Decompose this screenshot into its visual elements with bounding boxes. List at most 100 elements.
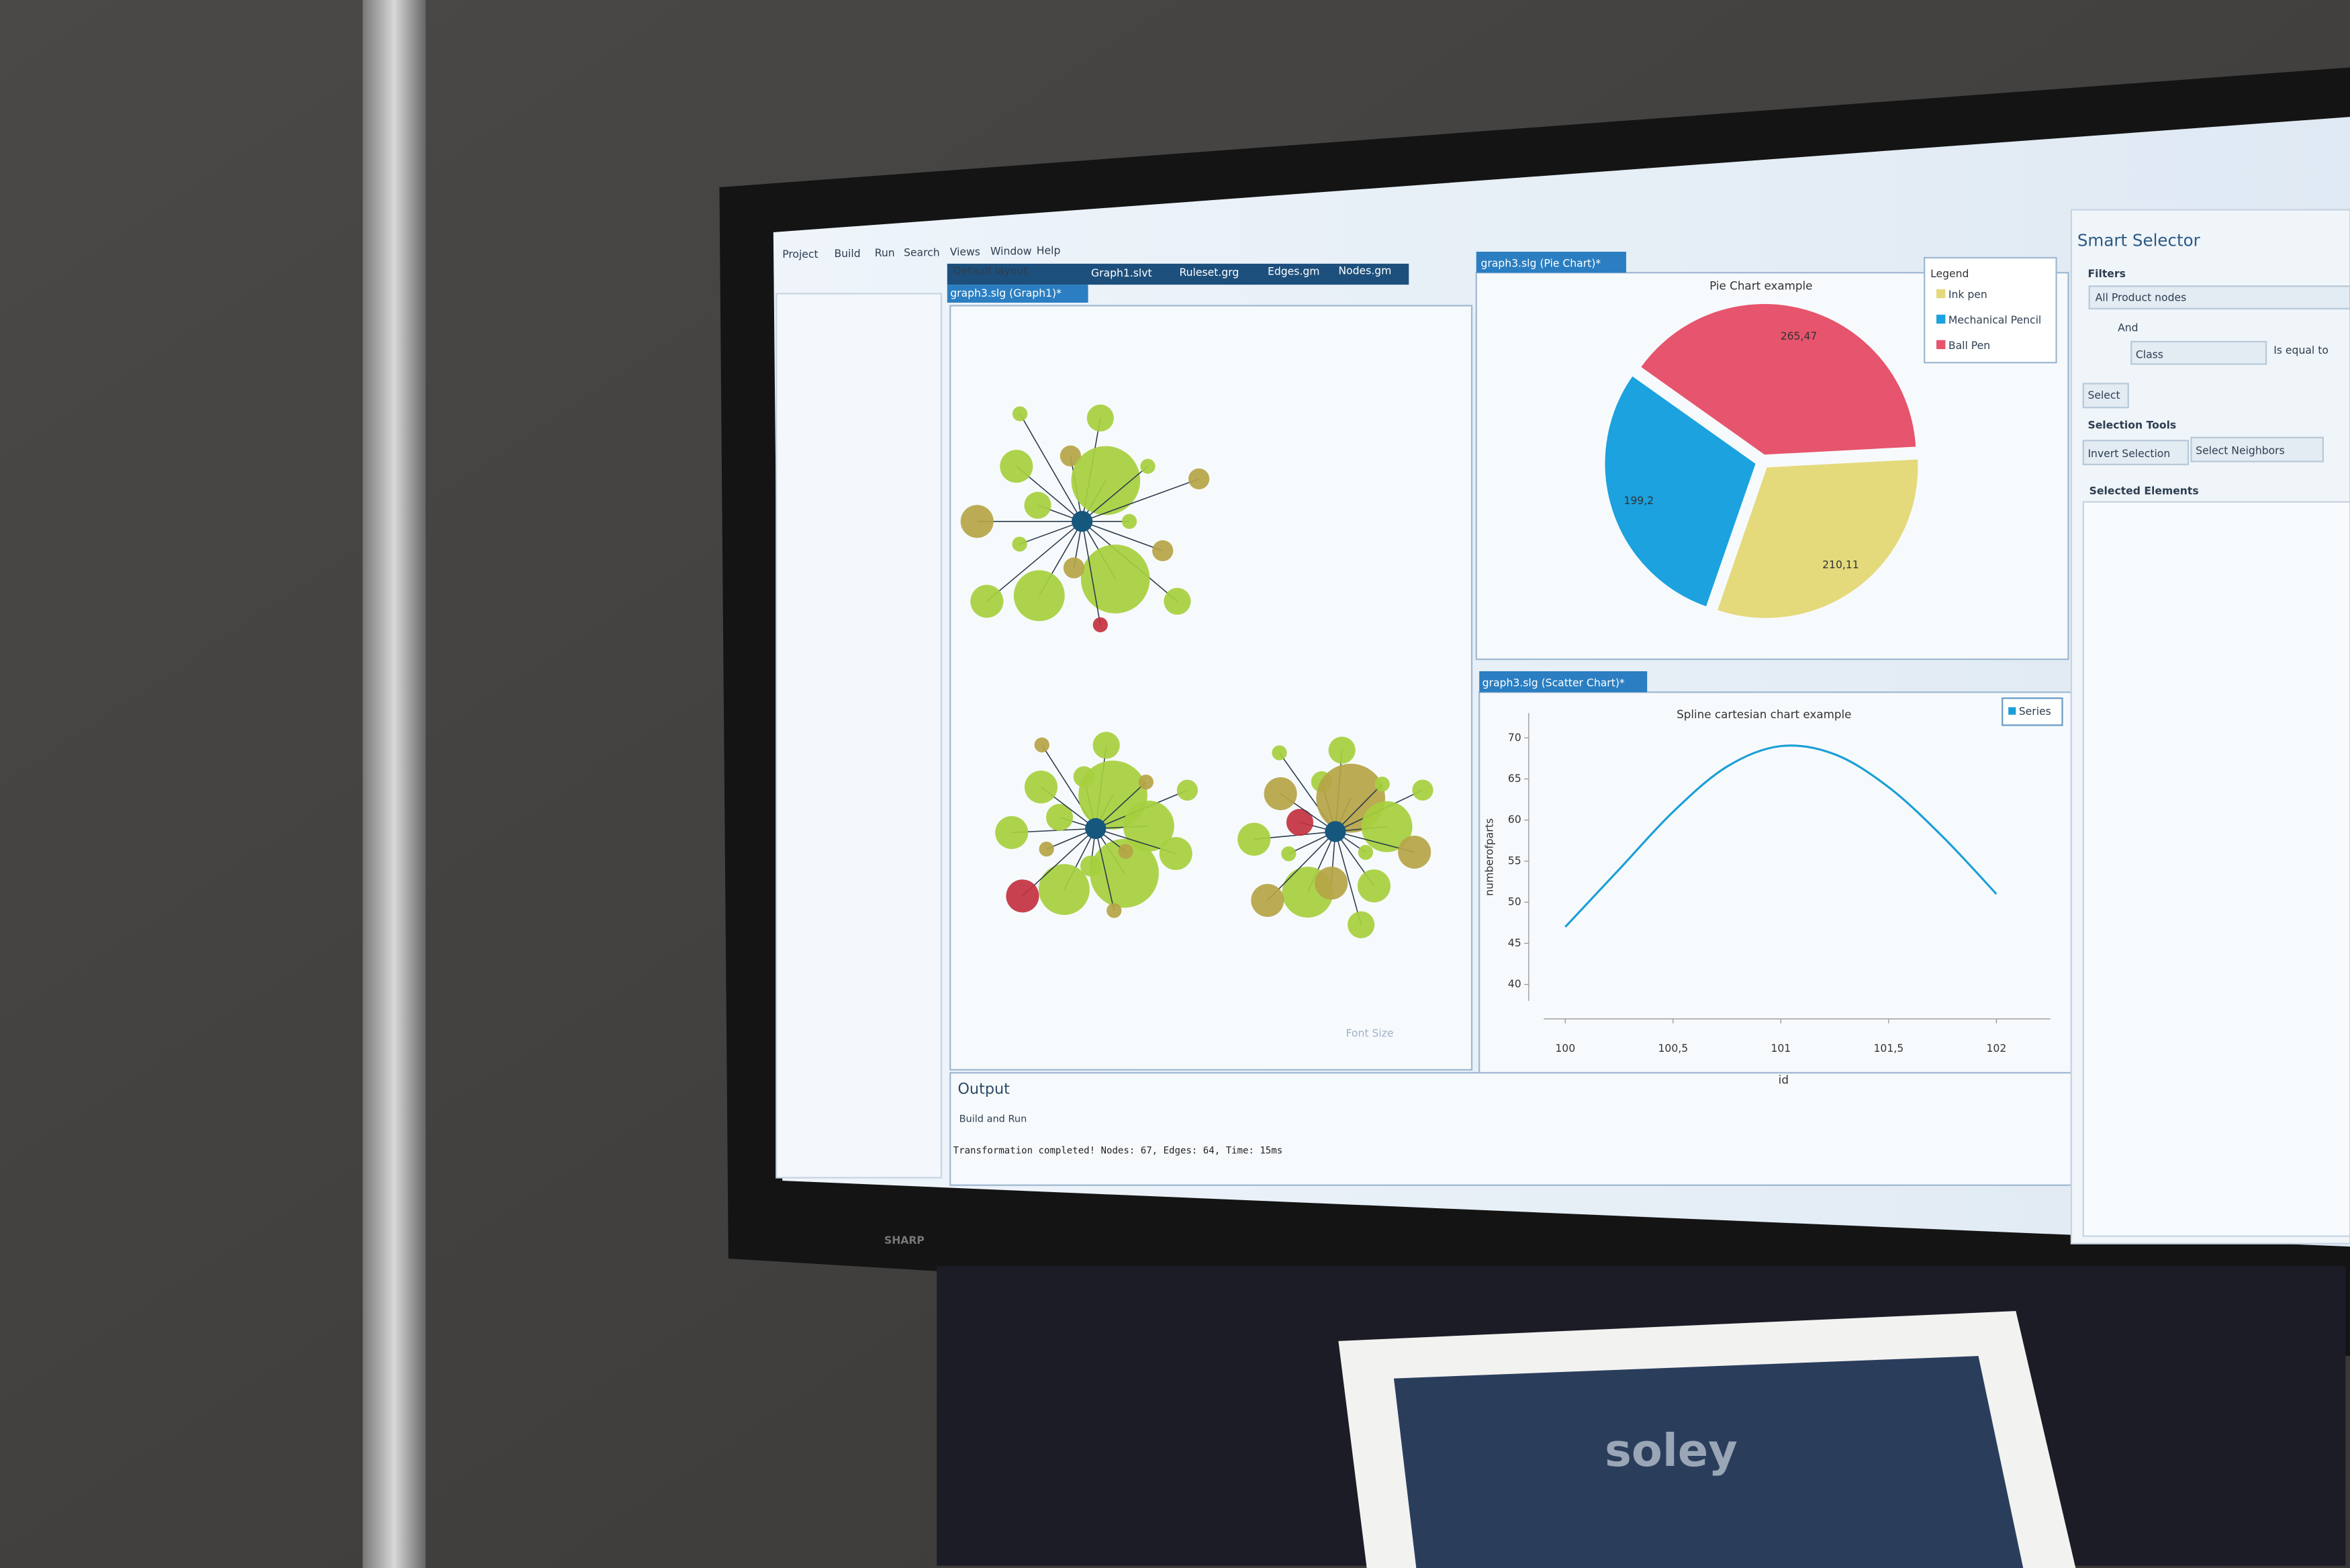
graph-edge bbox=[1095, 781, 1147, 829]
document-tab[interactable]: Edges.gm bbox=[1268, 266, 1320, 278]
output-title: Output bbox=[957, 1080, 1010, 1097]
document-tab[interactable]: Nodes.gm bbox=[1338, 265, 1391, 277]
y-tick-label: 50 bbox=[1508, 896, 1521, 908]
graph-edge bbox=[1094, 828, 1115, 911]
graph-node bbox=[1034, 737, 1049, 752]
select-button[interactable] bbox=[2082, 383, 2129, 409]
graph-node bbox=[1357, 869, 1391, 903]
graph-edge bbox=[1082, 466, 1148, 522]
graph-node bbox=[1237, 822, 1271, 856]
graph-node bbox=[1374, 776, 1390, 792]
graph-edge bbox=[1019, 521, 1082, 545]
laptop-logo: soley bbox=[1605, 1424, 1738, 1477]
layout-dropdown[interactable]: Default layout bbox=[953, 265, 1028, 277]
graph-node bbox=[1118, 844, 1133, 859]
graph-node bbox=[1063, 557, 1085, 579]
active-tab bbox=[947, 285, 1088, 303]
invert-button[interactable] bbox=[2082, 440, 2190, 466]
graph-node bbox=[970, 585, 1004, 618]
x-tick-label: 100,5 bbox=[1658, 1042, 1688, 1055]
legend-swatch bbox=[1936, 314, 1946, 324]
x-tick-label: 101 bbox=[1771, 1042, 1791, 1055]
graph-node bbox=[1006, 879, 1039, 913]
graph-node bbox=[1080, 855, 1102, 877]
graph-edge bbox=[1082, 521, 1163, 552]
legend-entry: Series bbox=[2019, 705, 2051, 718]
graph-node bbox=[1038, 864, 1090, 916]
chart-tab[interactable]: graph3.slg (Pie Chart)* bbox=[1480, 257, 1601, 269]
menu-item[interactable]: Search bbox=[904, 246, 940, 258]
operator-dropdown[interactable]: Is equal to bbox=[2273, 344, 2329, 356]
graph-edge bbox=[1081, 521, 1101, 625]
graph-node bbox=[1107, 903, 1122, 918]
pole bbox=[363, 0, 426, 1568]
document-tab[interactable]: graph3.slg (Graph1)* bbox=[950, 287, 1062, 299]
graph-node bbox=[1000, 450, 1033, 483]
x-tick-label: 101,5 bbox=[1874, 1042, 1904, 1055]
panel-title: Smart Selector bbox=[2077, 230, 2201, 250]
scatter-panel bbox=[1478, 691, 2073, 1098]
graph-node bbox=[1140, 458, 1156, 474]
y-tick-label: 40 bbox=[1508, 978, 1521, 990]
section-title: Filters bbox=[2087, 268, 2125, 280]
x-tick-label: 102 bbox=[1986, 1042, 2006, 1055]
legend-entry: Ball Pen bbox=[1948, 340, 1990, 352]
class-dropdown[interactable]: Class bbox=[2136, 349, 2163, 361]
menu-item[interactable]: Run bbox=[875, 247, 895, 259]
graph-node bbox=[1045, 803, 1074, 831]
menu-item[interactable]: Views bbox=[950, 246, 980, 258]
graph-node bbox=[1092, 617, 1108, 633]
graph-node bbox=[1090, 838, 1159, 908]
menu-item[interactable]: Window bbox=[990, 246, 1032, 258]
legend-title: Legend bbox=[1930, 268, 1969, 280]
graph-node bbox=[1281, 846, 1297, 862]
filter-dropdown[interactable]: All Product nodes bbox=[2096, 292, 2187, 304]
y-tick-label: 70 bbox=[1508, 732, 1521, 744]
menu-item[interactable]: Help bbox=[1037, 245, 1061, 257]
graph-node bbox=[1123, 800, 1174, 852]
graph-edge bbox=[1082, 478, 1199, 522]
filter-box bbox=[2088, 285, 2350, 309]
y-tick-label: 60 bbox=[1508, 814, 1521, 826]
invert-label[interactable]: Invert Selection bbox=[2087, 448, 2170, 460]
graph-node bbox=[1092, 732, 1120, 759]
graph-node bbox=[1348, 911, 1375, 938]
section-title: Selected Elements bbox=[2089, 485, 2199, 497]
y-tick-label: 65 bbox=[1508, 773, 1521, 785]
graph-node bbox=[1398, 835, 1431, 869]
document-tab[interactable]: Graph1.slvt bbox=[1091, 267, 1152, 279]
graph-node bbox=[1012, 536, 1027, 552]
graph-node bbox=[1024, 491, 1051, 519]
graph-node bbox=[1264, 777, 1297, 811]
scatter-tab-bg bbox=[1479, 671, 1648, 693]
pie-value-label: 265,47 bbox=[1781, 330, 1818, 342]
neighbors-button[interactable] bbox=[2190, 436, 2324, 462]
output-message: Transformation completed! Nodes: 67, Edg… bbox=[953, 1145, 1283, 1156]
section-title: Selection Tools bbox=[2087, 419, 2176, 431]
menu-item[interactable]: Project bbox=[782, 248, 818, 260]
graph-node bbox=[995, 816, 1029, 849]
legend-entry: Ink pen bbox=[1948, 289, 1987, 301]
graph-node bbox=[960, 505, 994, 538]
build-dropdown[interactable]: Build and Run bbox=[959, 1114, 1027, 1124]
y-axis-label: numberofparts bbox=[1483, 818, 1495, 896]
font-size-label: Font Size bbox=[1346, 1028, 1394, 1040]
neighbors-label[interactable]: Select Neighbors bbox=[2196, 444, 2285, 456]
graph-node bbox=[1412, 779, 1433, 801]
x-tick-label: 100 bbox=[1555, 1042, 1575, 1055]
logic-operator[interactable]: And bbox=[2118, 322, 2138, 334]
graph-node bbox=[1328, 736, 1356, 764]
chart-title: Pie Chart example bbox=[1709, 279, 1812, 292]
document-tab[interactable]: Ruleset.grg bbox=[1180, 266, 1239, 279]
graph-node bbox=[1152, 540, 1174, 562]
graph-node bbox=[1272, 745, 1287, 761]
tab-bar bbox=[947, 263, 1409, 285]
chart-tab[interactable]: graph3.slg (Scatter Chart)* bbox=[1483, 677, 1625, 689]
graph-node bbox=[1039, 841, 1054, 857]
graph-node bbox=[1024, 770, 1058, 804]
menu-item[interactable]: Build bbox=[834, 248, 860, 260]
pie-slice bbox=[1603, 373, 1758, 609]
graph-node bbox=[1080, 544, 1150, 614]
select-label[interactable]: Select bbox=[2087, 389, 2120, 401]
